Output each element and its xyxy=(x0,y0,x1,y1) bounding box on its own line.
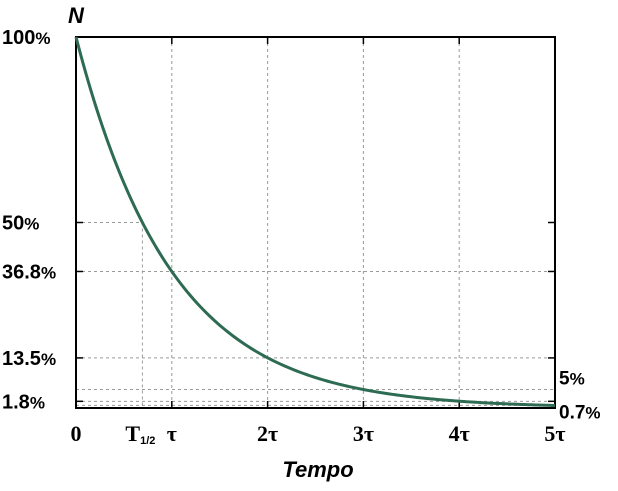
y-tick-number-right: 0.7 xyxy=(559,402,585,423)
y-tick-percent-right: % xyxy=(570,369,585,388)
y-tick-number: 50 xyxy=(2,213,24,235)
x-axis-title: Tempo xyxy=(282,457,353,482)
x-tick-text: 2τ xyxy=(257,421,278,446)
y-tick-number: 100 xyxy=(2,27,35,49)
x-tick-label: 3τ xyxy=(353,421,374,446)
y-tick-label: 36.8% xyxy=(2,261,56,283)
y-axis-title: N xyxy=(68,3,85,28)
y-tick-number: 1.8 xyxy=(2,391,30,413)
x-tick-label: T1/2 xyxy=(125,421,155,447)
y-tick-label: 50% xyxy=(2,213,39,235)
y-tick-label: 1.8% xyxy=(2,391,45,413)
y-tick-label: 100% xyxy=(2,27,51,49)
y-tick-percent: % xyxy=(30,393,45,412)
y-tick-percent: % xyxy=(24,215,39,234)
x-tick-label: 5τ xyxy=(544,421,565,446)
x-tick-text: T xyxy=(125,421,140,446)
x-tick-subscript: 1/2 xyxy=(140,435,155,447)
plot-frame xyxy=(75,36,556,409)
y-tick-percent: % xyxy=(41,350,56,369)
y-tick-percent-right: % xyxy=(585,403,600,422)
decay-curve xyxy=(74,36,556,407)
y-tick-label-right: 0.7% xyxy=(559,402,601,423)
y-tick-number: 13.5 xyxy=(2,348,41,370)
x-tick-label: 4τ xyxy=(449,421,470,446)
y-tick-label-right: 5% xyxy=(559,368,585,389)
y-tick-percent: % xyxy=(35,29,50,48)
x-tick-text: 4τ xyxy=(449,421,470,446)
x-tick-label: τ xyxy=(167,421,177,446)
y-tick-number-right: 5 xyxy=(559,368,570,389)
y-tick-label: 13.5% xyxy=(2,348,56,370)
x-tick-label: 0 xyxy=(71,421,82,446)
y-tick-number: 36.8 xyxy=(2,261,41,283)
x-tick-label: 2τ xyxy=(257,421,278,446)
x-tick-text: 3τ xyxy=(353,421,374,446)
y-tick-percent: % xyxy=(41,263,56,282)
x-tick-text: τ xyxy=(167,421,177,446)
x-tick-text: 5τ xyxy=(544,421,565,446)
x-tick-text: 0 xyxy=(71,421,82,446)
